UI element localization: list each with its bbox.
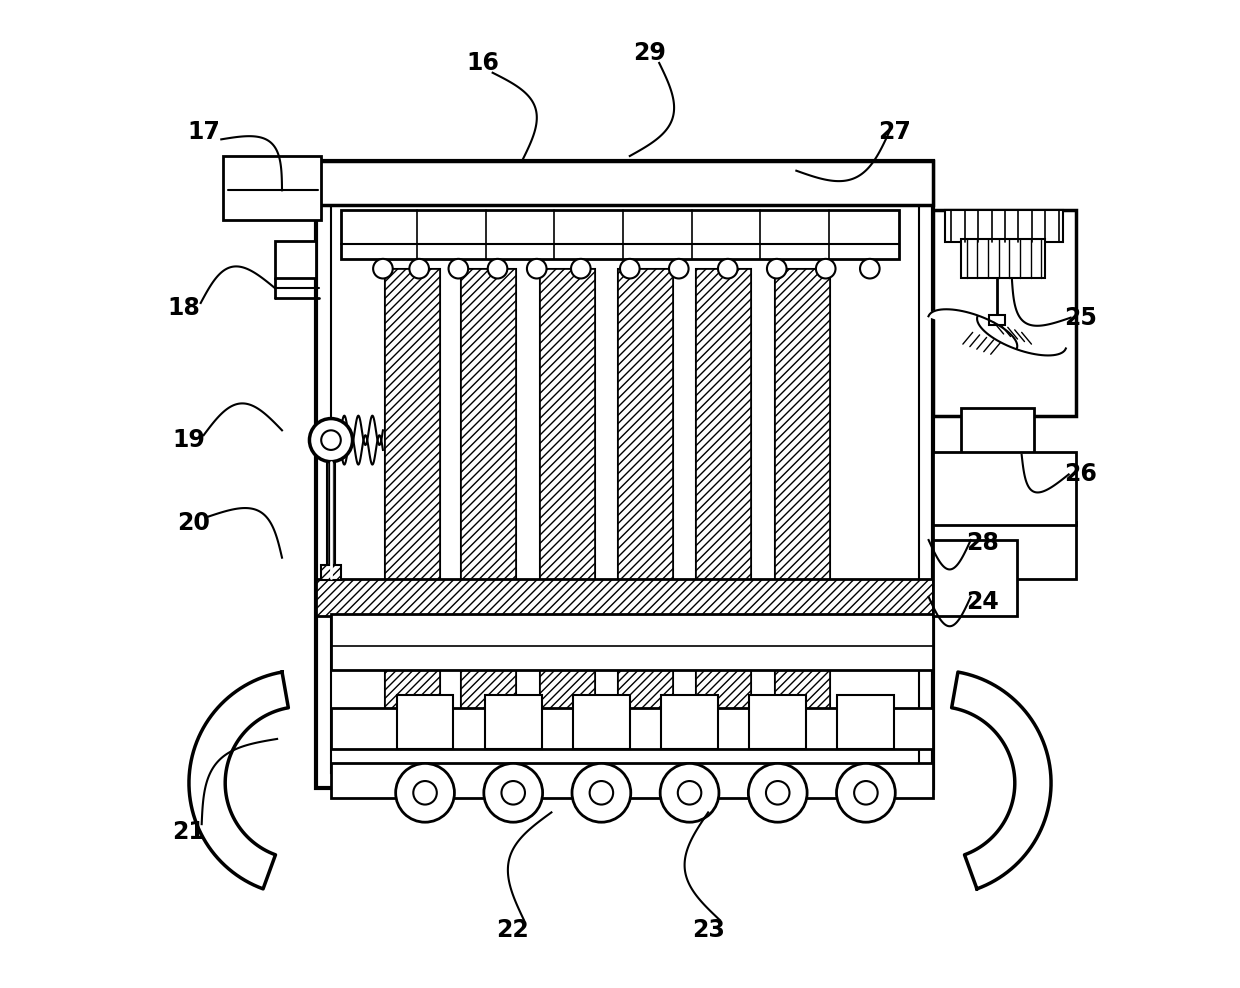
Text: 29: 29: [632, 41, 666, 65]
Text: 28: 28: [966, 531, 999, 555]
Text: 27: 27: [878, 120, 910, 143]
Text: 22: 22: [496, 918, 528, 942]
Bar: [461, 269, 516, 709]
Polygon shape: [977, 316, 1066, 356]
Circle shape: [816, 259, 836, 279]
Polygon shape: [929, 309, 1017, 349]
Bar: [934, 523, 1075, 579]
Bar: [331, 764, 934, 797]
Circle shape: [449, 259, 469, 279]
Bar: [961, 239, 1045, 279]
Text: 16: 16: [466, 51, 500, 75]
Circle shape: [413, 782, 436, 804]
Bar: [697, 269, 751, 709]
Bar: [618, 269, 673, 709]
Bar: [316, 161, 934, 787]
Bar: [934, 452, 1075, 526]
Bar: [990, 315, 1004, 324]
Text: 26: 26: [1064, 462, 1097, 486]
Bar: [934, 209, 1075, 416]
Circle shape: [484, 764, 543, 822]
Circle shape: [501, 782, 525, 804]
Circle shape: [527, 259, 547, 279]
Circle shape: [396, 764, 454, 822]
Text: 18: 18: [167, 295, 201, 320]
Text: 19: 19: [172, 428, 206, 453]
Bar: [384, 269, 440, 709]
Circle shape: [766, 782, 790, 804]
Circle shape: [310, 419, 352, 461]
Bar: [539, 269, 594, 709]
Bar: [316, 161, 934, 205]
Bar: [775, 269, 830, 709]
Circle shape: [487, 259, 507, 279]
Circle shape: [718, 259, 738, 279]
Text: 23: 23: [692, 918, 724, 942]
Bar: [961, 408, 1034, 454]
Circle shape: [670, 259, 688, 279]
Bar: [321, 564, 341, 580]
Bar: [697, 269, 751, 709]
Circle shape: [409, 259, 429, 279]
Polygon shape: [951, 672, 1052, 889]
Bar: [331, 176, 919, 774]
Bar: [275, 241, 316, 279]
Circle shape: [748, 764, 807, 822]
Bar: [661, 695, 718, 749]
Text: 24: 24: [966, 590, 999, 614]
Bar: [461, 269, 516, 709]
Bar: [837, 695, 894, 749]
Circle shape: [321, 431, 341, 450]
Bar: [384, 269, 440, 709]
Bar: [341, 209, 899, 259]
Bar: [775, 269, 830, 709]
Text: 25: 25: [1064, 305, 1097, 330]
Circle shape: [660, 764, 719, 822]
Text: 17: 17: [187, 120, 219, 143]
Circle shape: [590, 782, 613, 804]
Bar: [749, 695, 806, 749]
Bar: [316, 579, 934, 617]
Text: 20: 20: [177, 512, 211, 535]
Bar: [331, 707, 934, 749]
Circle shape: [572, 764, 631, 822]
Bar: [539, 269, 594, 709]
Circle shape: [861, 259, 879, 279]
Circle shape: [854, 782, 878, 804]
Bar: [934, 540, 1017, 617]
Bar: [945, 209, 1063, 242]
Bar: [485, 695, 542, 749]
Circle shape: [768, 259, 786, 279]
Circle shape: [837, 764, 895, 822]
Circle shape: [373, 259, 393, 279]
Bar: [397, 695, 454, 749]
Polygon shape: [188, 672, 289, 889]
Bar: [331, 614, 934, 670]
Bar: [223, 156, 321, 219]
Text: 21: 21: [172, 820, 206, 844]
Circle shape: [678, 782, 702, 804]
Circle shape: [620, 259, 640, 279]
Circle shape: [570, 259, 590, 279]
Bar: [573, 695, 630, 749]
Bar: [618, 269, 673, 709]
